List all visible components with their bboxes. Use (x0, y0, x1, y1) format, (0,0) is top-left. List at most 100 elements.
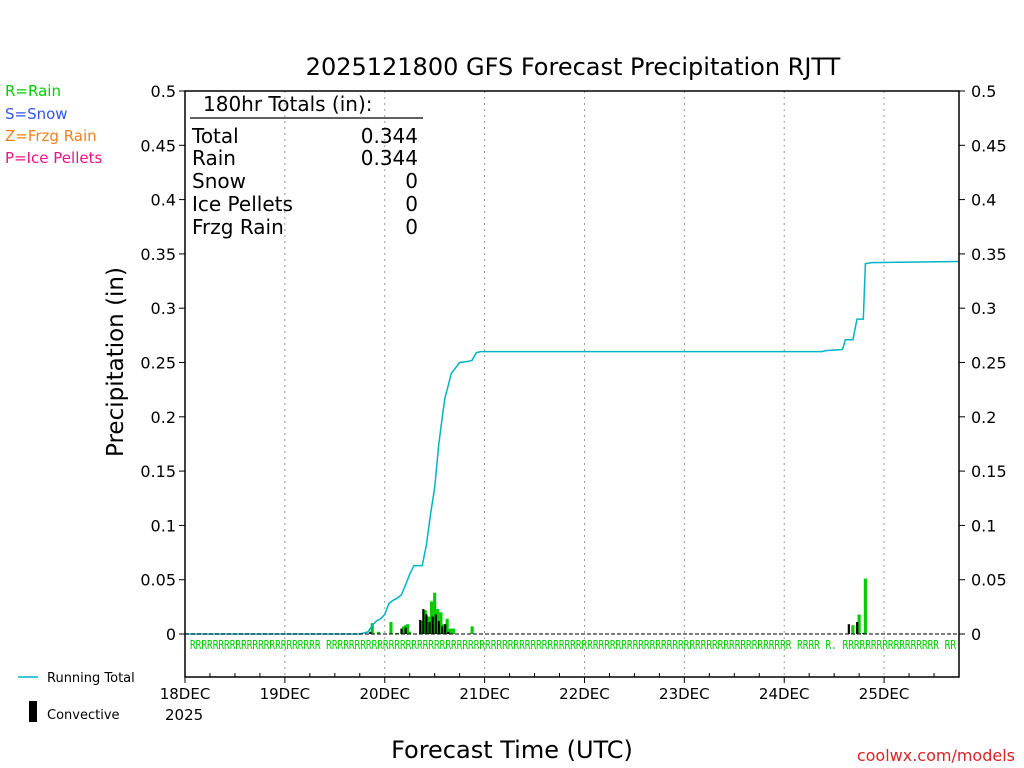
y-tick-label-left: 0.1 (151, 516, 176, 535)
precip-bar (423, 610, 427, 634)
y-tick-label-right: 0.1 (971, 516, 996, 535)
convective-bar (447, 631, 450, 634)
legend-frzg-rain: Z=Frzg Rain (5, 127, 97, 145)
convective-bar (862, 632, 865, 634)
x-axis-label: Forecast Time (UTC) (391, 736, 633, 764)
precip-type-codes: RRRRRRRRRRRRRRRRRRRRRRR RRRRRRRRRRRRRRRR… (190, 638, 957, 652)
convective-bar (369, 631, 372, 634)
precip-bar (433, 592, 437, 634)
y-tick-label-right: 0.4 (971, 191, 996, 210)
y-tick-label-right: 0.25 (971, 354, 1007, 373)
precip-bar (448, 628, 452, 634)
legend-convective: Convective (47, 708, 120, 723)
y-axis-label: Precipitation (in) (103, 267, 129, 457)
bar-layer (369, 578, 867, 634)
convective-bar (444, 624, 447, 634)
convective-legend-swatch (29, 701, 37, 722)
y-tick-label-left: 0.05 (140, 571, 176, 590)
axes-layer: 0 00.05 0.050.1 0.10.15 0.150.2 0.20.25 0.250.… (140, 82, 1006, 703)
y-tick-label-right: 0.3 (971, 299, 996, 318)
x-tick-label: 23DEC (659, 685, 710, 703)
precip-bar (863, 578, 867, 634)
convective-bar (437, 620, 441, 634)
vertical-gridlines (284, 91, 885, 677)
year-label: 2025 (165, 706, 203, 724)
legend-ice-pellets: P=Ice Pellets (5, 149, 102, 167)
x-tick-label: 18DEC (160, 685, 211, 703)
convective-bar (428, 622, 431, 634)
y-tick-label-right: 0.2 (971, 408, 996, 427)
y-tick-label-left: 0.3 (151, 299, 176, 318)
convective-bar (422, 609, 425, 634)
precip-type-legend: R=Rain S=Snow Z=Frzg Rain P=Ice Pellets (5, 82, 102, 167)
y-tick-label-right: 0 (971, 625, 981, 644)
precip-bar (857, 614, 861, 634)
plot-frame (184, 90, 960, 678)
series-legend: Running Total Convective (18, 671, 135, 723)
y-tick-label-left: 0 (166, 625, 176, 644)
totals-label-frzg-rain: Frzg Rain (192, 215, 284, 239)
convective-bar (440, 626, 444, 634)
totals-label-rain: Rain (192, 146, 236, 170)
convective-bar (419, 619, 422, 634)
legend-snow: S=Snow (5, 105, 68, 123)
totals-value-snow: 0 (405, 169, 418, 193)
y-tick-label-left: 0.35 (140, 245, 176, 264)
totals-box: 180hr Totals (in): Total 0.344 Rain 0.34… (190, 92, 423, 239)
convective-bar (425, 614, 428, 634)
convective-bar (434, 614, 437, 634)
precip-bar (370, 623, 374, 634)
precip-bar (420, 620, 424, 634)
y-tick-label-right: 0.05 (971, 571, 1007, 590)
y-tick-label-right: 0.15 (971, 462, 1007, 481)
totals-header: 180hr Totals (in): (203, 92, 373, 116)
y-tick-label-left: 0.2 (151, 408, 176, 427)
y-tick-label-left: 0.5 (151, 82, 176, 101)
convective-bar (847, 624, 850, 634)
totals-value-ice-pellets: 0 (405, 192, 418, 216)
totals-label-total: Total (191, 124, 239, 148)
x-tick-label: 25DEC (859, 685, 910, 703)
precip-bar (439, 612, 443, 634)
convective-bar (431, 616, 434, 634)
running-total-layer (185, 260, 960, 635)
precip-bar (445, 618, 449, 634)
legend-rain: R=Rain (5, 82, 61, 100)
totals-label-ice-pellets: Ice Pellets (192, 192, 293, 216)
x-tick-label: 22DEC (559, 685, 610, 703)
y-tick-label-right: 0.35 (971, 245, 1007, 264)
totals-value-rain: 0.344 (361, 146, 418, 170)
precip-bar (408, 631, 412, 634)
precip-bar (429, 601, 434, 634)
precip-bar (442, 624, 446, 634)
convective-bar (400, 628, 403, 634)
y-tick-label-left: 0.15 (140, 462, 176, 481)
precip-bar (426, 616, 430, 634)
convective-bar (856, 622, 859, 634)
y-tick-label-left: 0.45 (140, 136, 176, 155)
precip-bar (451, 628, 455, 634)
x-tick-label: 19DEC (260, 685, 311, 703)
x-tick-label: 20DEC (359, 685, 410, 703)
y-tick-label-left: 0.4 (151, 191, 176, 210)
watermark: coolwx.com/models (857, 746, 1015, 765)
precip-bar (436, 609, 440, 634)
y-tick-label-right: 0.5 (971, 82, 996, 101)
x-tick-label: 21DEC (459, 685, 510, 703)
running-total-line (185, 260, 960, 635)
x-tick-label: 24DEC (759, 685, 810, 703)
precip-bar (406, 624, 410, 634)
y-tick-label-right: 0.45 (971, 136, 1007, 155)
precip-bar (395, 632, 399, 634)
precip-bar (401, 626, 406, 634)
legend-running-total: Running Total (47, 671, 135, 686)
precip-bar (376, 631, 381, 634)
precip-bar (851, 625, 855, 634)
convective-bar (404, 627, 407, 634)
totals-value-total: 0.344 (361, 124, 418, 148)
totals-value-frzg-rain: 0 (405, 215, 418, 239)
totals-label-snow: Snow (192, 169, 246, 193)
y-tick-label-left: 0.25 (140, 354, 176, 373)
chart-title: 2025121800 GFS Forecast Precipitation RJ… (306, 53, 841, 81)
